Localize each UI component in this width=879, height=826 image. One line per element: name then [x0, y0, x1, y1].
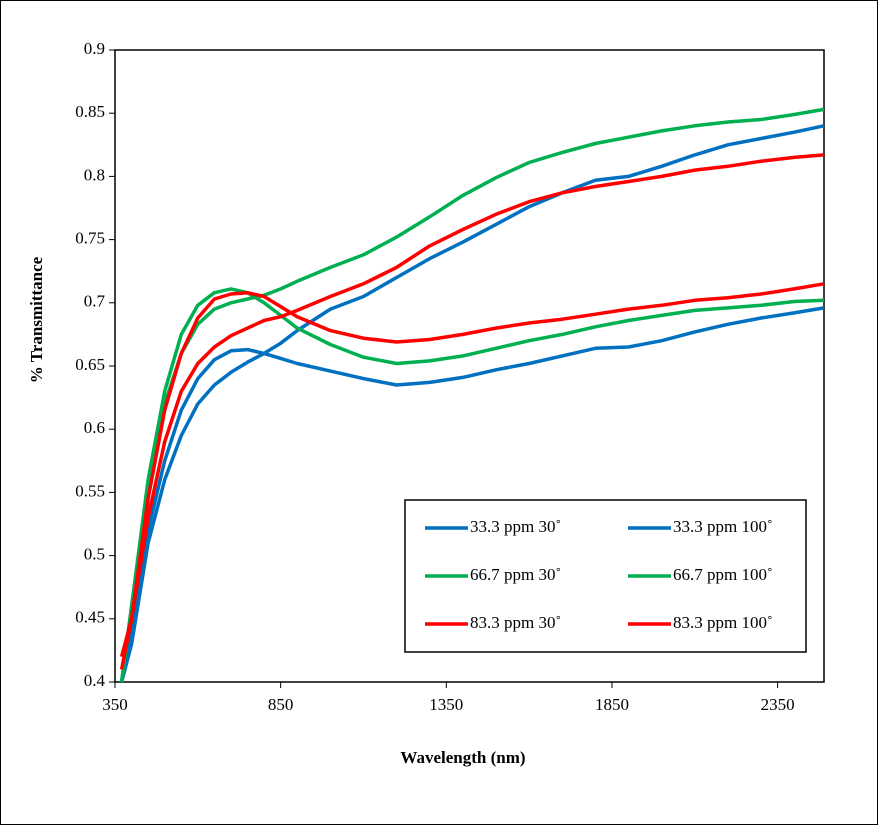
y-tick-label: 0.5	[84, 545, 105, 564]
y-tick-label: 0.7	[84, 292, 106, 311]
series-line	[119, 124, 825, 683]
x-tick-label: 850	[268, 695, 294, 714]
y-tick-label: 0.65	[75, 355, 105, 374]
series-line	[119, 282, 825, 670]
x-axis-title: Wavelength (nm)	[400, 748, 525, 767]
legend-label: 33.3 ppm 100˚	[673, 517, 773, 536]
x-tick-label: 2350	[761, 695, 795, 714]
y-tick-label: 0.8	[84, 165, 105, 184]
y-axis-title: % Transmittance	[27, 256, 46, 383]
series-line	[119, 153, 825, 658]
legend-label: 83.3 ppm 100˚	[673, 613, 773, 632]
y-tick-label: 0.75	[75, 229, 105, 248]
legend-label: 83.3 ppm 30˚	[470, 613, 561, 632]
y-tick-label: 0.4	[84, 671, 106, 690]
y-tick-label: 0.85	[75, 102, 105, 121]
legend-box	[404, 499, 807, 653]
y-tick-label: 0.55	[75, 481, 105, 500]
y-tick-label: 0.6	[84, 418, 105, 437]
series-line	[119, 287, 825, 683]
y-tick-label: 0.9	[84, 39, 105, 58]
y-tick-label: 0.45	[75, 608, 105, 627]
x-tick-label: 1350	[429, 695, 463, 714]
legend-label: 66.7 ppm 30˚	[470, 565, 561, 584]
legend-label: 66.7 ppm 100˚	[673, 565, 773, 584]
legend-label: 33.3 ppm 30˚	[470, 517, 561, 536]
x-tick-label: 350	[102, 695, 128, 714]
series-line	[119, 306, 825, 683]
x-tick-label: 1850	[595, 695, 629, 714]
